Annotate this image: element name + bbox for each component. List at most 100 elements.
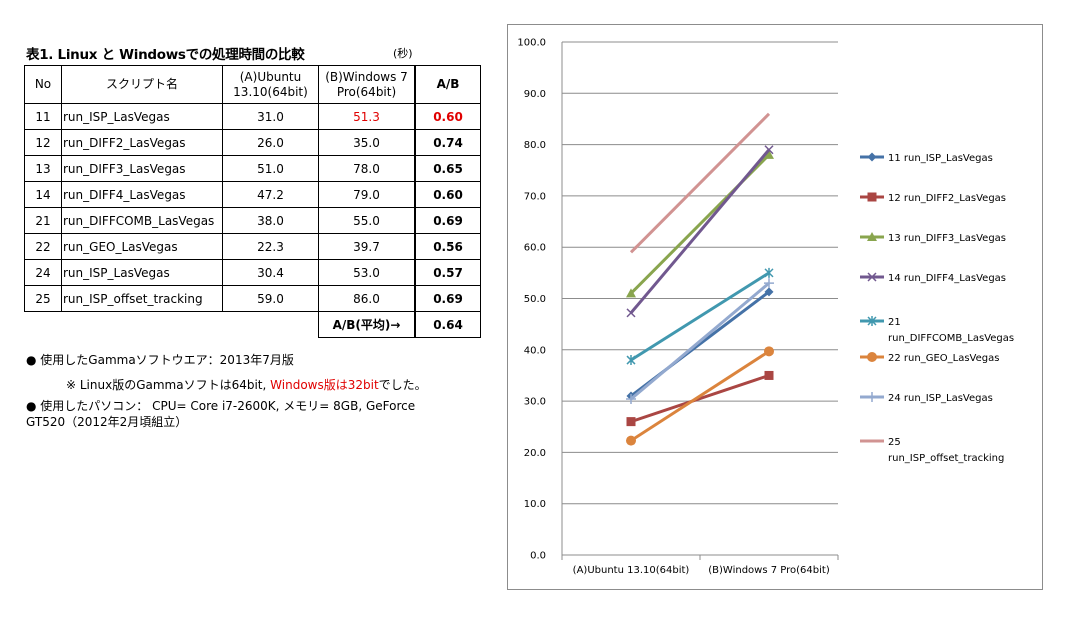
y-tick-label: 90.0 — [524, 89, 546, 100]
header-no: No — [24, 65, 62, 104]
table-row: 14 run_DIFF4_LasVegas 47.2 79.0 0.60 — [24, 181, 481, 208]
cell-a: 22.3 — [222, 233, 319, 260]
y-tick-label: 100.0 — [517, 38, 546, 49]
cell-a: 38.0 — [222, 207, 319, 234]
data-point — [764, 346, 774, 357]
cell-ratio: 0.60 — [414, 181, 481, 208]
bits-note-prefix: ※ Linux版のGammaソフトは64bit, — [66, 378, 271, 392]
data-point — [764, 149, 774, 159]
data-point — [764, 370, 774, 380]
legend-marker — [867, 232, 877, 241]
header-b-line1: (B)Windows 7 — [325, 69, 408, 84]
series-line — [630, 271, 770, 362]
y-tick-label: 60.0 — [524, 243, 546, 254]
cell-a: 31.0 — [222, 103, 319, 130]
cell-ratio: 0.74 — [414, 129, 481, 156]
data-point — [626, 288, 636, 298]
data-point — [626, 355, 636, 366]
cell-b: 86.0 — [318, 285, 416, 312]
table-row: 11 run_ISP_LasVegas 31.0 51.3 0.60 — [24, 103, 481, 130]
cell-ratio: 0.57 — [414, 259, 481, 286]
series-line — [629, 112, 771, 254]
legend-marker — [867, 272, 877, 282]
legend-marker — [867, 392, 877, 402]
cell-script: run_GEO_LasVegas — [61, 233, 223, 260]
cell-no: 22 — [24, 233, 62, 260]
cell-script: run_DIFF3_LasVegas — [61, 155, 223, 182]
y-tick-label: 30.0 — [524, 397, 546, 408]
cell-no: 12 — [24, 129, 62, 156]
average-value: 0.64 — [414, 311, 481, 338]
legend-label: 21 — [888, 317, 901, 328]
header-b-line2: Pro(64bit) — [336, 84, 397, 99]
table-row: 13 run_DIFF3_LasVegas 51.0 78.0 0.65 — [24, 155, 481, 182]
cell-a: 51.0 — [222, 155, 319, 182]
cell-b: 51.3 — [318, 103, 416, 130]
cell-no: 14 — [24, 181, 62, 208]
data-point — [626, 435, 636, 446]
data-point — [626, 417, 636, 427]
average-blank — [24, 311, 319, 338]
data-point — [764, 287, 774, 297]
header-a-line2: 13.10(64bit) — [233, 84, 308, 99]
table-row: 24 run_ISP_LasVegas 30.4 53.0 0.57 — [24, 259, 481, 286]
y-tick-label: 10.0 — [524, 499, 546, 510]
series-line — [630, 350, 770, 442]
y-tick-label: 40.0 — [524, 345, 546, 356]
header-a-line1: (A)Ubuntu — [239, 69, 302, 84]
data-point — [764, 278, 774, 289]
gamma-version-note: ● 使用したGammaソフトウエア：2013年7月版 — [26, 353, 294, 367]
table-row: 22 run_GEO_LasVegas 22.3 39.7 0.56 — [24, 233, 481, 260]
x-tick-label: (A)Ubuntu 13.10(64bit) — [573, 565, 690, 576]
y-tick-label: 70.0 — [524, 191, 546, 202]
cell-script: run_DIFF4_LasVegas — [61, 181, 223, 208]
cell-b: 39.7 — [318, 233, 416, 260]
header-ratio: A/B — [414, 65, 481, 104]
bits-note: ※ Linux版のGammaソフトは64bit, Windows版は32bitで… — [66, 376, 427, 393]
pc-note-line1: ● 使用したパソコン： CPU= Core i7-2600K, メモリ= 8GB… — [26, 399, 416, 413]
series-line — [630, 374, 770, 424]
bits-note-red: Windows版は32bit — [270, 378, 379, 392]
header-script: スクリプト名 — [61, 65, 223, 104]
legend-label: 25 — [888, 437, 901, 448]
table-header-row: No スクリプト名 (A)Ubuntu 13.10(64bit) (B)Wind… — [24, 65, 481, 104]
comparison-table: No スクリプト名 (A)Ubuntu 13.10(64bit) (B)Wind… — [24, 65, 481, 338]
average-label: A/B(平均)→ — [318, 311, 416, 338]
data-point — [626, 308, 636, 318]
cell-a: 26.0 — [222, 129, 319, 156]
y-tick-label: 0.0 — [530, 551, 546, 562]
y-tick-label: 20.0 — [524, 448, 546, 459]
cell-a: 59.0 — [222, 285, 319, 312]
cell-ratio: 0.60 — [414, 103, 481, 130]
cell-script: run_ISP_LasVegas — [61, 103, 223, 130]
cell-b: 35.0 — [318, 129, 416, 156]
cell-no: 25 — [24, 285, 62, 312]
legend-marker — [867, 352, 877, 362]
header-b: (B)Windows 7 Pro(64bit) — [318, 65, 416, 104]
data-point — [626, 394, 636, 405]
cell-no: 21 — [24, 207, 62, 234]
line-chart: 0.0 10.0 20.0 30.0 40.0 50.0 60.0 70.0 80.0 90.0 1… — [517, 38, 1014, 577]
legend-label: 13 run_DIFF3_LasVegas — [888, 233, 1006, 244]
cell-script: run_ISP_offset_tracking — [61, 285, 223, 312]
series-line — [630, 281, 770, 401]
chart-frame — [507, 24, 1043, 590]
legend-label: run_DIFFCOMB_LasVegas — [888, 333, 1014, 344]
unit-label: (秒) — [393, 47, 413, 60]
cell-script: run_DIFFCOMB_LasVegas — [61, 207, 223, 234]
cell-script: run_DIFF2_LasVegas — [61, 129, 223, 156]
cell-ratio: 0.56 — [414, 233, 481, 260]
legend-label: 22 run_GEO_LasVegas — [888, 353, 999, 364]
cell-no: 11 — [24, 103, 62, 130]
legend-label: 14 run_DIFF4_LasVegas — [888, 273, 1006, 284]
data-point — [764, 267, 774, 278]
cell-b: 53.0 — [318, 259, 416, 286]
table-row: 12 run_DIFF2_LasVegas 26.0 35.0 0.74 — [24, 129, 481, 156]
legend-label: 12 run_DIFF2_LasVegas — [888, 193, 1006, 204]
cell-ratio: 0.65 — [414, 155, 481, 182]
cell-b: 78.0 — [318, 155, 416, 182]
series-line — [629, 148, 771, 314]
cell-a: 30.4 — [222, 259, 319, 286]
legend-marker — [867, 152, 877, 162]
cell-a: 47.2 — [222, 181, 319, 208]
